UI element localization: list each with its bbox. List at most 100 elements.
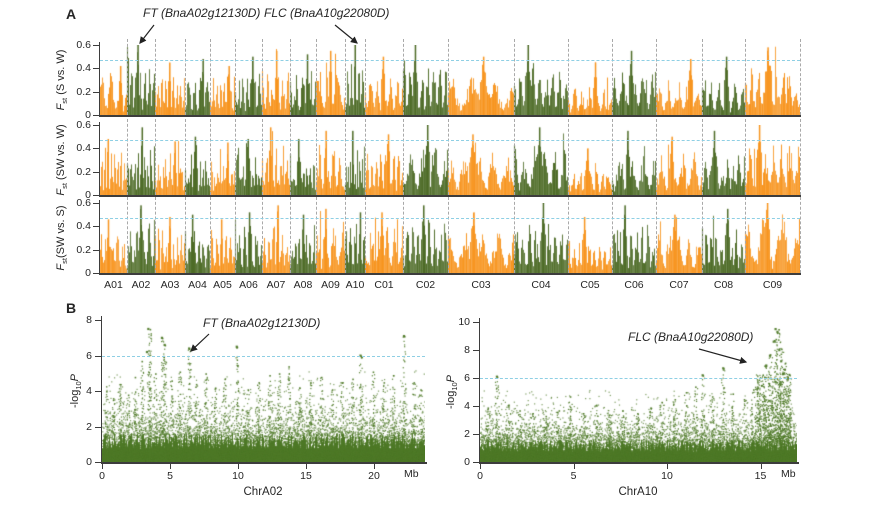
chromosome-separator-line — [514, 197, 515, 273]
fst-y-tick — [93, 125, 99, 126]
chromosome-separator-line — [345, 39, 346, 115]
panel-a-label: A — [66, 6, 77, 22]
chromosome-separator-line — [262, 39, 263, 115]
chromosome-label: A03 — [160, 279, 180, 291]
chromosome-separator-line — [345, 119, 346, 195]
manhattan-y-tick — [473, 378, 479, 379]
chromosome-separator-line — [262, 197, 263, 273]
manhattan-x-tick — [760, 463, 762, 469]
fst-y-tick — [93, 203, 99, 204]
chromosome-separator-line — [210, 119, 211, 195]
chromosome-separator-line — [448, 197, 449, 273]
chromosome-label: C05 — [580, 279, 600, 291]
manhattan-x-tick-label: 15 — [754, 470, 767, 482]
fst-y-axis-line — [98, 122, 100, 195]
fst-y-tick-label: 0.4 — [76, 62, 91, 75]
chromosome-label: C01 — [374, 279, 394, 291]
chromosome-separator-line — [403, 197, 404, 273]
manhattan-y-tick-label: 8 — [464, 344, 470, 356]
chromosome-separator-line — [210, 39, 211, 115]
fst-y-tick-label: 0.2 — [76, 165, 91, 178]
x-unit-label-right: Mb — [781, 468, 796, 480]
chromosome-label: A09 — [321, 279, 340, 291]
manhattan-y-axis-line — [478, 318, 480, 464]
fst-y-tick — [93, 226, 99, 228]
chromosome-label: A02 — [131, 279, 151, 291]
fst-y-tick — [93, 273, 99, 274]
fst-y-tick-label: 0.6 — [76, 197, 91, 209]
fst-y-tick-label: 0.4 — [76, 142, 91, 155]
fst-axis-title-2: Fst (SW vs. W) — [54, 124, 70, 196]
chromosome-separator-line — [568, 197, 569, 273]
manhattan-x-tick — [480, 463, 481, 469]
manhattan-y-tick — [95, 391, 101, 392]
manhattan-y-tick — [473, 350, 479, 351]
fst-y-tick-label: 0 — [85, 109, 91, 121]
chromosome-separator-line — [127, 119, 128, 195]
chromosome-separator-line — [316, 39, 317, 115]
chromosome-separator-line — [235, 119, 236, 195]
manhattan-y-tick — [95, 320, 101, 321]
fst-y-tick-label: 0 — [85, 267, 91, 279]
manhattan-y-tick-label: 8 — [86, 314, 92, 326]
chromosome-separator-line — [316, 197, 317, 273]
chromosome-separator-line — [290, 119, 291, 195]
chromosome-separator-line — [365, 39, 366, 115]
annotation-flc-panel-a: FLC (BnaA10g22080D) — [264, 6, 390, 20]
fst-y-tick — [93, 148, 99, 150]
chromosome-separator-line — [290, 197, 291, 273]
chromosome-separator-line — [185, 119, 186, 195]
fst-x-axis-line — [98, 195, 801, 197]
chromosome-separator-line — [316, 119, 317, 195]
manhattan-x-tick-label: 15 — [300, 470, 312, 482]
manhattan-x-axis-line — [100, 462, 427, 464]
fst-y-tick — [93, 195, 99, 196]
manhattan-x-tick — [306, 463, 307, 469]
chromosome-separator-line — [612, 119, 613, 195]
fst-bars-canvas-1 — [100, 45, 800, 115]
chromosome-separator-line — [185, 39, 186, 115]
manhattan-y-tick-label: 0 — [464, 456, 470, 468]
chromosome-separator-line — [656, 119, 657, 195]
manhattan-y-tick-label: 2 — [86, 420, 92, 433]
annotation-ft-panel-a: FT (BnaA02g12130D) — [143, 6, 261, 20]
x-unit-label-left: Mb — [404, 468, 419, 480]
manhattan-canvas-chra02 — [102, 320, 425, 462]
manhattan-x-tick — [170, 463, 171, 469]
fst-threshold-line — [100, 140, 800, 142]
manhattan-y-tick-label: 2 — [464, 428, 470, 440]
manhattan-y-tick — [473, 406, 479, 407]
chromosome-separator-line — [155, 119, 156, 195]
manhattan-x-tick-label: 10 — [661, 470, 673, 482]
manhattan-x-axis-line — [478, 462, 799, 464]
chromosome-separator-line — [800, 197, 801, 273]
manhattan-x-tick — [102, 463, 103, 469]
significance-threshold-line — [102, 355, 425, 357]
chromosome-separator-line — [800, 39, 801, 115]
panel-b-label: B — [66, 300, 77, 316]
flc-arrow-panel-b — [698, 348, 748, 364]
manhattan-y-tick — [95, 426, 101, 428]
chromosome-separator-line — [365, 197, 366, 273]
chromosome-label: A07 — [266, 279, 286, 291]
fst-x-axis-line — [98, 115, 801, 117]
fst-y-tick — [93, 68, 99, 70]
chromosome-label: A08 — [293, 279, 313, 291]
ft-arrow-panel-b — [190, 333, 210, 352]
fst-threshold-line — [100, 218, 800, 220]
manhattan-x-tick-label: 10 — [232, 470, 244, 482]
manhattan-y-tick — [473, 434, 479, 435]
chromosome-label: A05 — [213, 279, 232, 291]
chromosome-separator-line — [702, 39, 703, 115]
chromosome-separator-line — [290, 39, 291, 115]
fst-y-tick-label: 0.6 — [76, 119, 91, 131]
chromosome-separator-line — [612, 197, 613, 273]
chromosome-separator-line — [403, 119, 404, 195]
chromosome-separator-line — [745, 119, 746, 195]
manhattan-y-tick-label: 4 — [464, 400, 470, 412]
fst-bars-canvas-3 — [100, 203, 800, 273]
fst-y-tick — [93, 45, 99, 46]
chromosome-separator-line — [568, 39, 569, 115]
chromosome-separator-line — [514, 39, 515, 115]
